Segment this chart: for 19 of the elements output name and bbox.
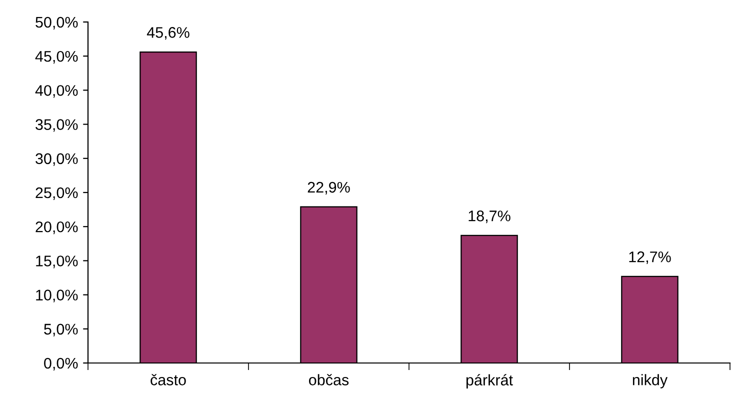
y-tick-label: 15,0%: [36, 256, 78, 268]
x-tick-label: párkrát: [466, 374, 513, 389]
y-tick-label: 30,0%: [36, 153, 78, 166]
y-tick-label: 45,0%: [35, 50, 78, 64]
data-label: 45,6%: [146, 27, 190, 40]
y-tick-label: 20,0%: [36, 221, 78, 234]
y-tick-label: 35,0%: [36, 119, 78, 132]
y-tick-label: 10,0%: [36, 290, 78, 302]
data-label: 18,7%: [468, 210, 510, 224]
y-tick-label: 25,0%: [36, 187, 78, 200]
data-label: 22,9%: [308, 182, 350, 194]
y-tick-label: 40,0%: [35, 85, 78, 98]
x-tick-label: nikdy: [632, 374, 668, 388]
y-tick-label: 5,0%: [44, 324, 78, 336]
x-tick-label: často: [150, 374, 186, 386]
data-label: 12,7%: [629, 251, 671, 264]
x-tick-label: občas: [309, 374, 349, 386]
y-tick-label: 50,0%: [36, 16, 78, 30]
y-tick-label: 0,0%: [44, 358, 78, 370]
